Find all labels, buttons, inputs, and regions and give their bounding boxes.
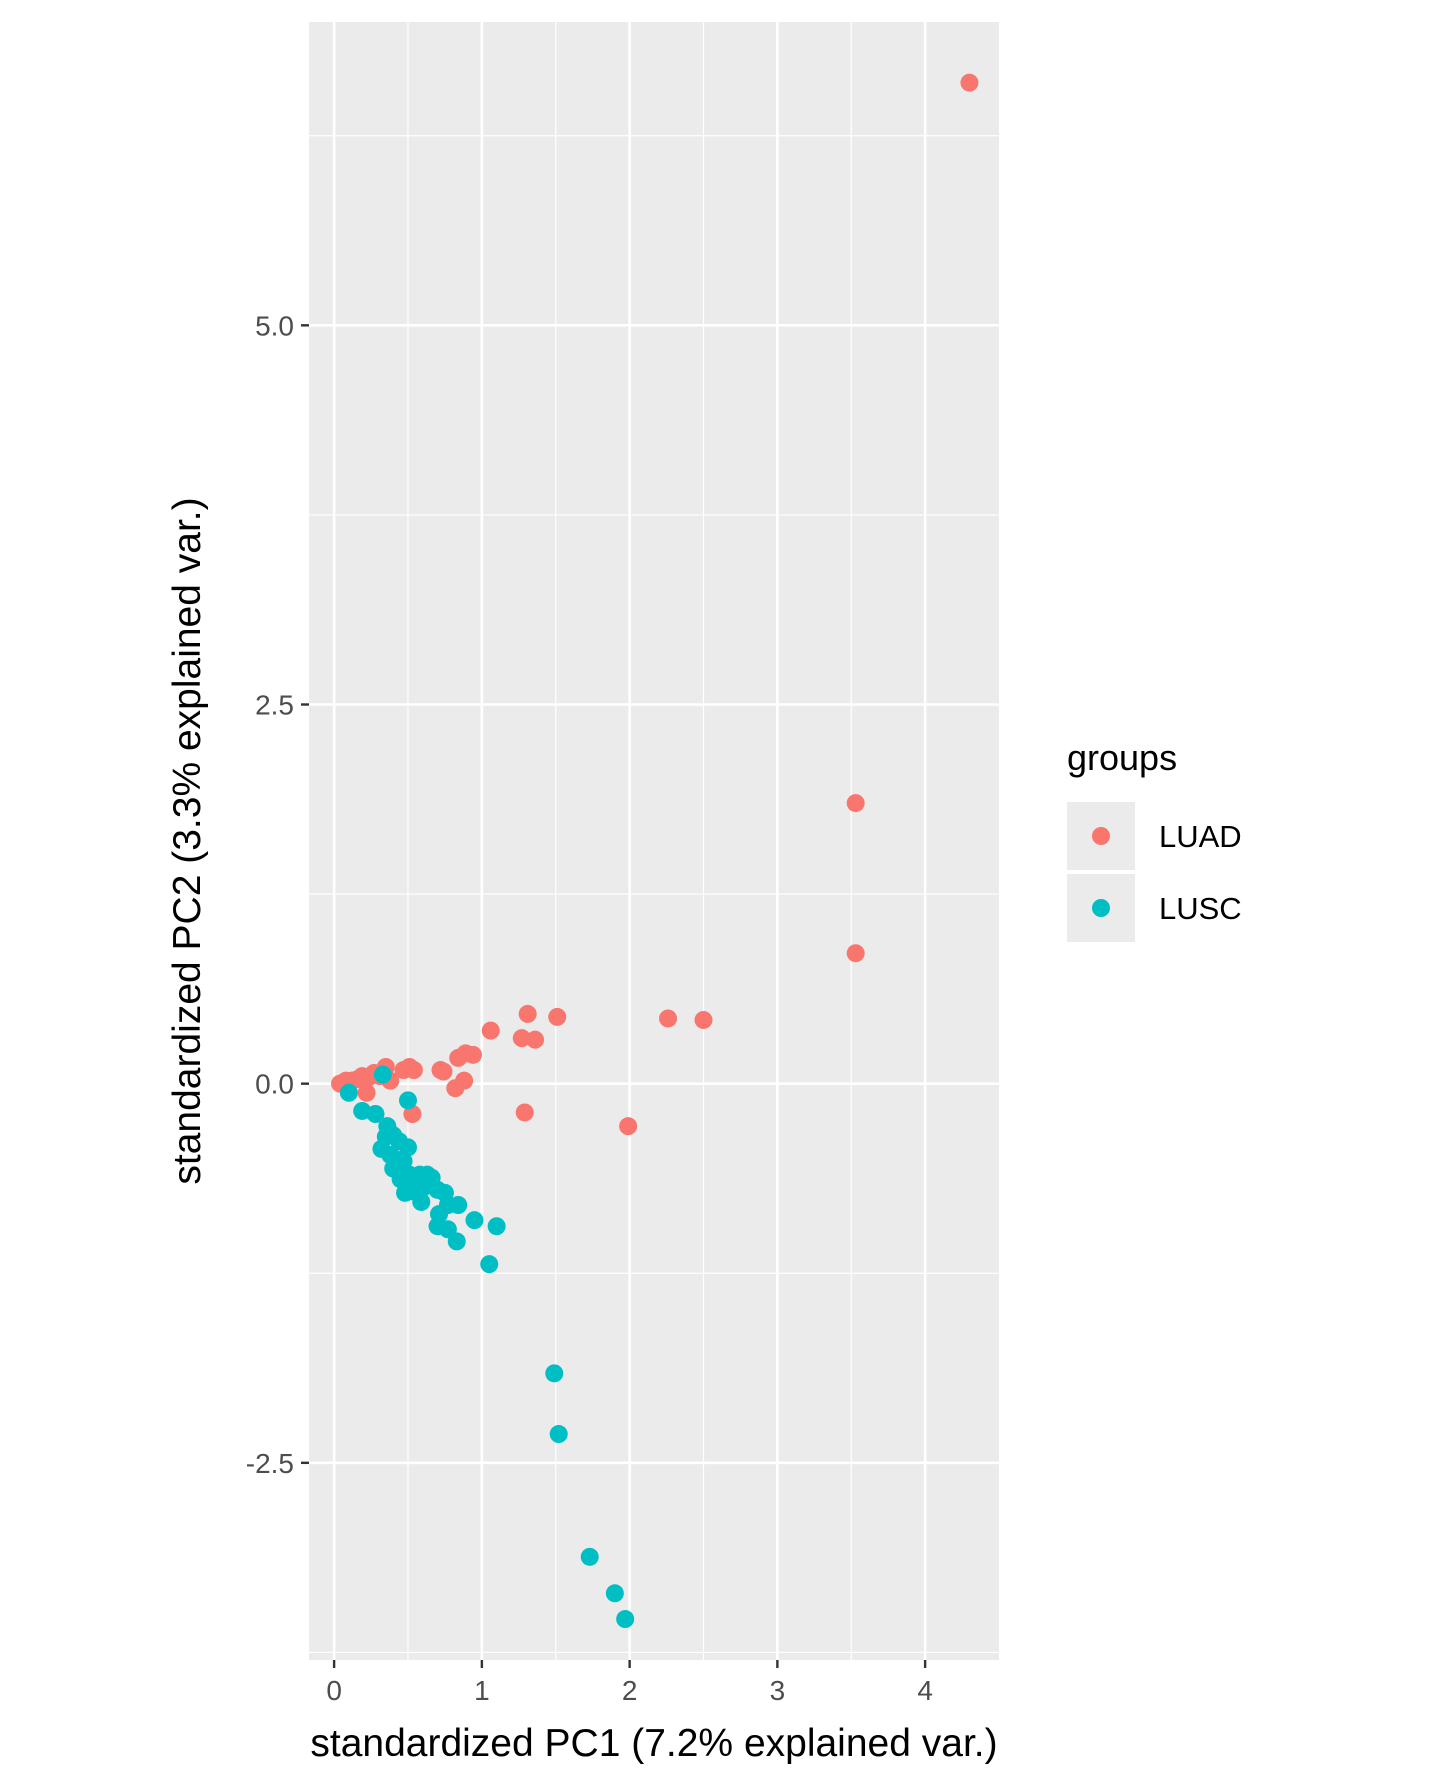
point-lusc bbox=[545, 1364, 564, 1383]
legend-marker-luad bbox=[1092, 827, 1110, 845]
point-luad bbox=[659, 1009, 678, 1028]
minor-gridlines bbox=[309, 22, 999, 1660]
point-luad bbox=[515, 1103, 534, 1122]
x-tick-label: 1 bbox=[474, 1675, 490, 1706]
legend-label-lusc: LUSC bbox=[1159, 891, 1242, 926]
point-luad bbox=[357, 1083, 376, 1102]
point-luad bbox=[846, 794, 865, 813]
point-lusc bbox=[398, 1138, 417, 1157]
x-tick-label: 0 bbox=[326, 1675, 342, 1706]
point-lusc bbox=[373, 1065, 392, 1084]
point-lusc bbox=[580, 1547, 599, 1566]
x-tick-label: 2 bbox=[622, 1675, 638, 1706]
point-lusc bbox=[616, 1610, 635, 1629]
point-luad bbox=[431, 1061, 450, 1080]
point-lusc bbox=[487, 1217, 506, 1236]
legend-items: LUAD LUSC bbox=[1067, 802, 1242, 942]
point-luad bbox=[694, 1010, 713, 1029]
point-lusc bbox=[480, 1255, 499, 1274]
axis-ticks: 0 1 2 3 4 -2.5 0.0 2.5 5.0 bbox=[246, 310, 933, 1706]
point-luad bbox=[512, 1029, 531, 1048]
legend-title: groups bbox=[1067, 737, 1177, 778]
point-luad bbox=[526, 1030, 545, 1049]
point-luad bbox=[619, 1117, 638, 1136]
point-lusc bbox=[449, 1196, 468, 1214]
y-tick-label: 5.0 bbox=[255, 310, 294, 341]
point-lusc bbox=[412, 1192, 431, 1211]
point-lusc bbox=[366, 1105, 385, 1123]
legend: groups LUAD LUSC bbox=[1067, 737, 1242, 942]
legend-label-luad: LUAD bbox=[1159, 819, 1242, 854]
x-tick-label: 3 bbox=[770, 1675, 786, 1706]
point-luad bbox=[449, 1048, 468, 1067]
x-tick-label: 4 bbox=[917, 1675, 933, 1706]
point-luad bbox=[481, 1021, 500, 1040]
point-lusc bbox=[549, 1425, 568, 1444]
point-lusc bbox=[398, 1091, 417, 1110]
point-luad bbox=[518, 1004, 537, 1023]
point-lusc bbox=[391, 1170, 410, 1189]
point-luad bbox=[394, 1061, 413, 1080]
point-lusc bbox=[447, 1232, 466, 1251]
point-luad bbox=[446, 1079, 465, 1098]
point-lusc bbox=[396, 1183, 415, 1202]
x-axis-title: standardized PC1 (7.2% explained var.) bbox=[310, 1722, 997, 1765]
y-tick-label: -2.5 bbox=[246, 1448, 294, 1479]
point-luad bbox=[403, 1105, 422, 1123]
legend-marker-lusc bbox=[1092, 899, 1110, 917]
point-lusc bbox=[605, 1584, 624, 1603]
data-points bbox=[331, 73, 979, 1629]
y-axis-title: standardized PC2 (3.3% explained var.) bbox=[166, 497, 209, 1184]
y-tick-label: 2.5 bbox=[255, 690, 294, 721]
point-luad bbox=[548, 1007, 567, 1026]
plot-panel bbox=[309, 22, 999, 1660]
major-gridlines bbox=[309, 22, 999, 1660]
point-lusc bbox=[339, 1083, 358, 1102]
point-luad bbox=[846, 944, 865, 963]
point-luad bbox=[960, 73, 979, 92]
y-tick-label: 0.0 bbox=[255, 1069, 294, 1100]
point-lusc bbox=[465, 1211, 484, 1230]
